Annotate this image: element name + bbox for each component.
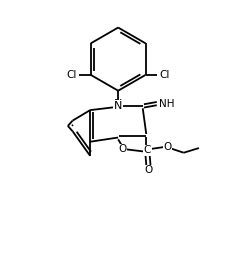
Text: O: O: [163, 142, 172, 152]
Text: C: C: [144, 145, 151, 155]
Text: N: N: [114, 99, 122, 109]
Text: O: O: [118, 144, 127, 154]
Text: O: O: [144, 165, 153, 175]
Text: Cl: Cl: [160, 70, 170, 80]
Text: Cl: Cl: [66, 70, 77, 80]
Text: NH: NH: [159, 99, 175, 109]
Text: N: N: [114, 101, 122, 111]
